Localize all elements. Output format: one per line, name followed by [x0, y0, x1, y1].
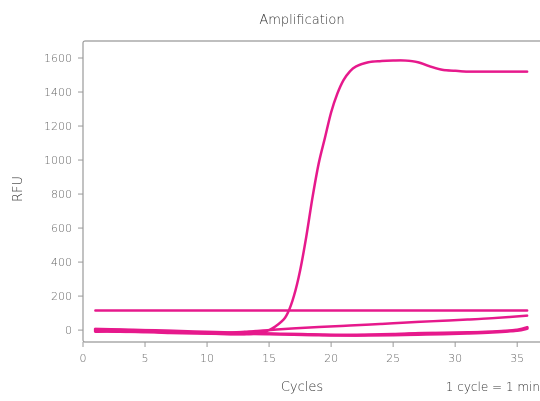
y-tick-label: 0 [65, 324, 72, 337]
y-tick-label: 1400 [44, 86, 72, 99]
x-tick-label: 35 [510, 352, 524, 365]
chart-title: Amplification [259, 13, 344, 28]
cycle-note: 1 cycle = 1 min [446, 380, 540, 394]
y-tick-label: 1200 [44, 120, 72, 133]
series-line-1 [94, 59, 529, 336]
y-tick-label: 200 [51, 290, 72, 303]
y-tick-label: 800 [51, 188, 72, 201]
x-axis-title: Cycles [281, 380, 323, 395]
y-tick-label: 400 [51, 256, 72, 269]
y-axis-ticks: 0 200 400 600 800 1000 1200 1400 1600 [44, 52, 83, 337]
plot-frame [82, 40, 540, 343]
series-layer [93, 59, 529, 337]
y-tick-label: 1600 [44, 52, 72, 65]
x-tick-label: 15 [262, 352, 276, 365]
y-tick-label: 1000 [44, 154, 72, 167]
x-tick-label: 20 [324, 352, 338, 365]
x-tick-label: 5 [142, 352, 149, 365]
x-tick-label: 30 [448, 352, 462, 365]
y-tick-label: 600 [51, 222, 72, 235]
x-tick-label: 25 [386, 352, 400, 365]
y-axis-title: RFU [11, 176, 26, 202]
x-tick-label: 0 [80, 352, 87, 365]
x-tick-label: 10 [200, 352, 214, 365]
series-line-5 [93, 326, 529, 337]
x-axis-ticks: 0 5 10 15 20 25 30 35 [80, 342, 524, 365]
